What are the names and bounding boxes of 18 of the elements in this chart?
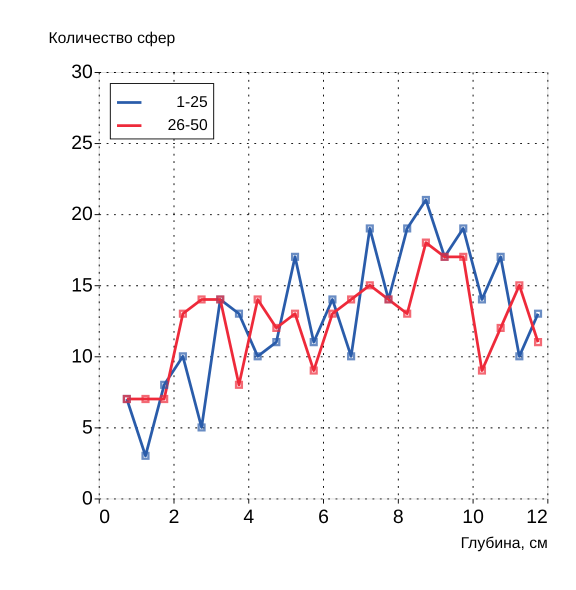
x-tick-label: 12	[526, 506, 548, 528]
y-tick-label: 10	[71, 345, 93, 368]
y-tick-label: 5	[82, 416, 93, 438]
legend-label: 1-25	[176, 94, 208, 112]
y-axis-title: Количество сфер	[48, 30, 176, 47]
x-tick-label: 4	[243, 506, 254, 528]
y-tick-label: 0	[82, 488, 93, 510]
x-tick-label: 8	[392, 506, 404, 528]
x-tick-label: 10	[462, 506, 484, 528]
legend-label: 26-50	[168, 117, 208, 134]
y-tick-label: 15	[71, 274, 93, 296]
y-tick-label: 25	[71, 132, 93, 154]
x-tick-label: 2	[168, 506, 180, 528]
y-tick-label: 30	[71, 61, 93, 84]
x-axis-title: Глубина, см	[460, 534, 548, 552]
x-tick-label: 6	[318, 506, 329, 528]
y-tick-label: 20	[71, 203, 93, 226]
x-tick-label: 0	[99, 506, 110, 528]
